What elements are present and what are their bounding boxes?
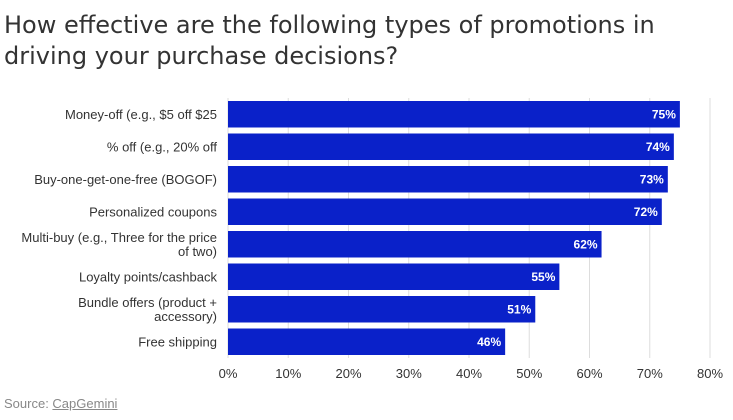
x-tick-label: 50%	[516, 366, 542, 381]
category-label: Loyalty points/cashback	[79, 269, 218, 284]
bar-value-label: 46%	[477, 335, 501, 349]
source-prefix: Source:	[4, 396, 53, 411]
bar	[228, 101, 680, 128]
category-label: Free shipping	[138, 334, 217, 349]
x-tick-label: 40%	[456, 366, 482, 381]
category-labels: Money-off (e.g., $5 off $25 % off (e.g., …	[21, 107, 217, 350]
chart-title: How effective are the following types of…	[4, 11, 655, 70]
bar	[228, 198, 662, 225]
bar-value-label: 74%	[646, 140, 670, 154]
x-tick-label: 60%	[576, 366, 602, 381]
bar-value-label: 75%	[652, 107, 676, 121]
bar	[228, 133, 674, 160]
bar-value-label: 55%	[531, 270, 555, 284]
bar	[228, 231, 602, 258]
bar	[228, 166, 668, 193]
bar	[228, 263, 560, 290]
bar-value-label: 51%	[507, 302, 531, 316]
x-tick-label: 80%	[697, 366, 723, 381]
category-label: % off (e.g., 20% off	[107, 139, 217, 154]
category-label: Multi-buy (e.g., Three for the price of t…	[21, 230, 217, 259]
x-tick-label: 30%	[396, 366, 422, 381]
category-label: Personalized coupons	[89, 204, 217, 219]
bar-value-label: 62%	[574, 237, 598, 251]
bars	[228, 101, 680, 355]
x-tick-label: 0%	[219, 366, 238, 381]
bar	[228, 328, 506, 355]
category-label: Bundle offers (product + accessory)	[78, 295, 217, 324]
x-tick-label: 20%	[335, 366, 361, 381]
x-tick-label: 70%	[637, 366, 663, 381]
bar-value-label: 73%	[640, 172, 664, 186]
category-label: Money-off (e.g., $5 off $25	[65, 107, 217, 122]
bar-value-label: 72%	[634, 205, 658, 219]
category-label: Buy-one-get-one-free (BOGOF)	[34, 172, 217, 187]
bar	[228, 296, 536, 323]
source-note: Source: CapGemini	[4, 396, 117, 411]
x-tick-label: 10%	[275, 366, 301, 381]
x-axis-tick-labels: 0% 10% 20% 30% 40% 50% 60% 70% 80%	[219, 366, 724, 381]
source-link[interactable]: CapGemini	[52, 396, 118, 411]
value-labels: 75% 74% 73% 72% 62% 55% 51% 46%	[477, 107, 676, 349]
